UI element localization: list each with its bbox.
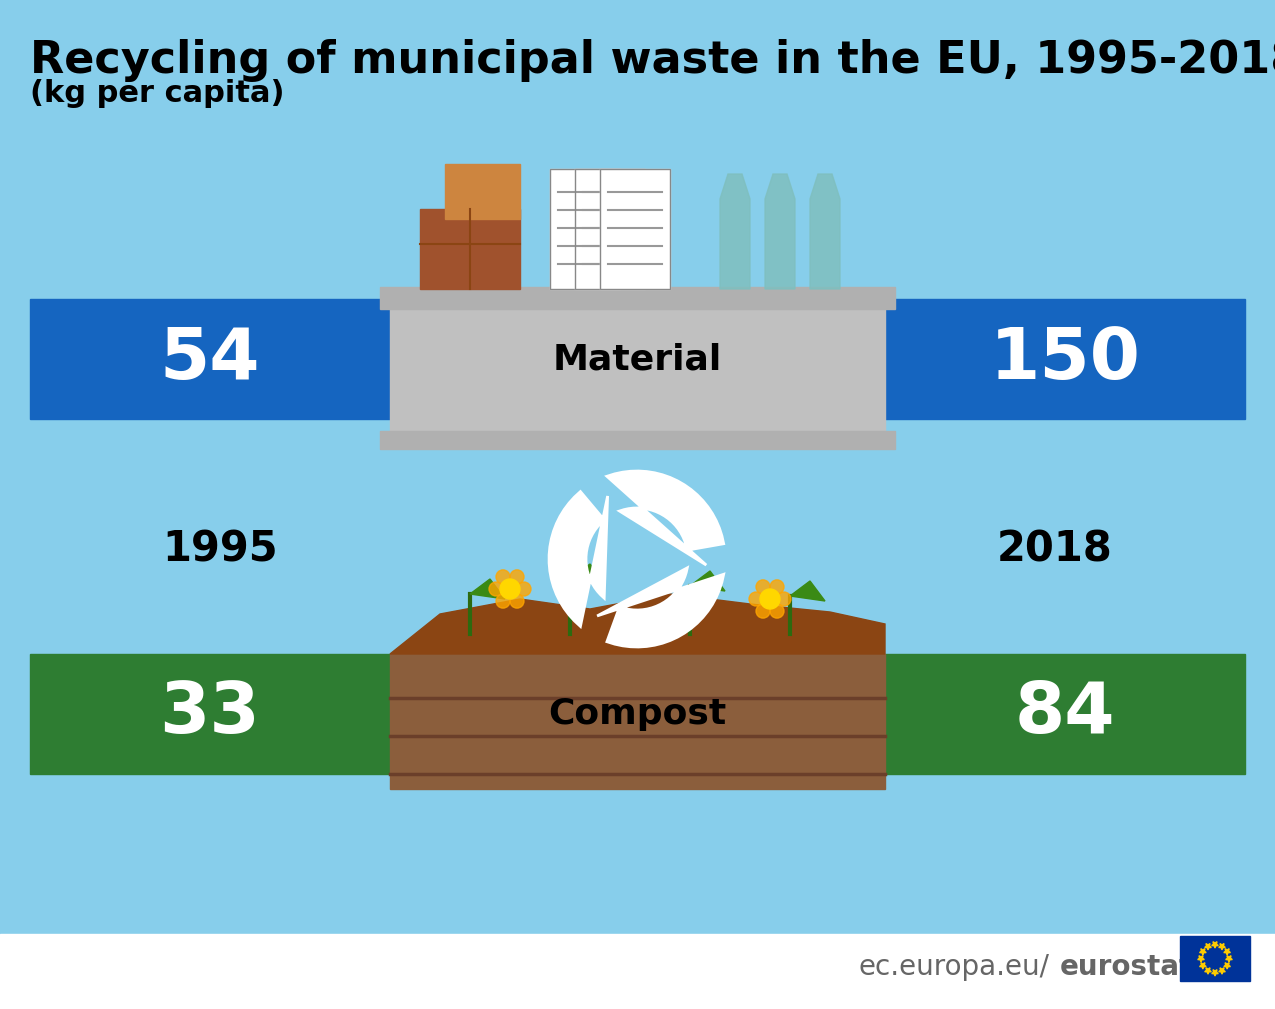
Polygon shape [1211, 941, 1219, 948]
Circle shape [776, 592, 790, 606]
Polygon shape [1219, 968, 1225, 974]
Bar [380, 431, 895, 449]
Text: 1995: 1995 [162, 528, 278, 570]
Polygon shape [1205, 968, 1211, 974]
Text: Material: Material [553, 342, 722, 376]
Text: 84: 84 [1015, 679, 1116, 749]
Polygon shape [390, 594, 885, 654]
Circle shape [496, 594, 510, 608]
Bar [380, 287, 895, 309]
Text: 2018: 2018 [997, 528, 1113, 570]
Bar [31, 654, 390, 774]
Text: ec.europa.eu/: ec.europa.eu/ [859, 952, 1051, 981]
Circle shape [770, 604, 784, 619]
Text: 150: 150 [989, 325, 1141, 394]
Polygon shape [550, 169, 620, 289]
Polygon shape [1224, 963, 1230, 969]
Text: Recycling of municipal waste in the EU, 1995-2018: Recycling of municipal waste in the EU, … [31, 39, 1275, 82]
Polygon shape [1224, 948, 1230, 955]
Bar [0, 934, 1275, 1009]
Polygon shape [575, 169, 645, 289]
Polygon shape [1197, 956, 1205, 962]
Bar [390, 299, 885, 439]
Circle shape [500, 579, 520, 599]
Text: 54: 54 [159, 325, 260, 394]
Polygon shape [810, 174, 840, 289]
Polygon shape [765, 174, 796, 289]
Circle shape [748, 592, 762, 606]
Polygon shape [1211, 970, 1219, 976]
Circle shape [760, 589, 780, 609]
Polygon shape [607, 471, 724, 565]
Bar [419, 209, 520, 289]
Text: 33: 33 [159, 679, 260, 749]
Bar [885, 299, 1244, 419]
Text: Compost: Compost [548, 697, 727, 731]
Bar [445, 164, 520, 219]
Polygon shape [550, 491, 608, 627]
Polygon shape [470, 579, 505, 599]
Polygon shape [601, 169, 669, 289]
Circle shape [756, 580, 770, 594]
Polygon shape [720, 174, 750, 289]
Bar [31, 299, 390, 419]
Polygon shape [690, 571, 725, 591]
Circle shape [756, 604, 770, 619]
Polygon shape [790, 581, 825, 601]
Circle shape [770, 580, 784, 594]
Polygon shape [570, 564, 606, 584]
Text: eurostat: eurostat [1060, 952, 1193, 981]
Circle shape [510, 570, 524, 584]
Polygon shape [1205, 943, 1211, 949]
Text: (kg per capita): (kg per capita) [31, 79, 284, 108]
Polygon shape [1200, 963, 1206, 969]
Bar [390, 654, 885, 789]
Polygon shape [1200, 948, 1206, 955]
Circle shape [496, 570, 510, 584]
Polygon shape [597, 568, 724, 647]
Circle shape [490, 582, 504, 596]
Bar [885, 654, 1244, 774]
Circle shape [510, 594, 524, 608]
Polygon shape [1225, 956, 1233, 962]
Polygon shape [1219, 943, 1225, 949]
Circle shape [516, 582, 530, 596]
Bar [1179, 936, 1250, 981]
